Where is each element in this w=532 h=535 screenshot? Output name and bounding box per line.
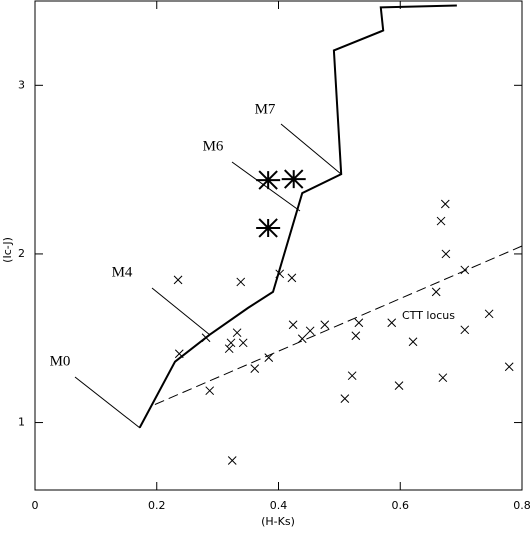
cross-point bbox=[238, 338, 248, 348]
cross-point bbox=[320, 320, 330, 330]
annotation-leader bbox=[151, 287, 211, 336]
asterisk-point bbox=[281, 169, 306, 189]
cross-point bbox=[297, 334, 307, 344]
y-tick-label: 1 bbox=[18, 416, 25, 429]
cross-point bbox=[232, 328, 242, 338]
annotation: M4 bbox=[112, 264, 133, 280]
cross-point bbox=[347, 371, 357, 381]
cross-point bbox=[173, 275, 183, 285]
cross-point bbox=[288, 320, 298, 330]
cross-point bbox=[408, 337, 418, 347]
cross-point bbox=[174, 349, 184, 359]
cross-point bbox=[250, 364, 260, 373]
cross-point bbox=[460, 265, 470, 275]
series-label: CTT locus bbox=[402, 309, 455, 322]
annotation: M7 bbox=[255, 101, 276, 117]
cross-point bbox=[394, 381, 404, 390]
cross-point bbox=[484, 309, 494, 319]
y-tick-label: 3 bbox=[18, 78, 25, 91]
cross-point bbox=[226, 338, 236, 348]
x-tick-label: 0.8 bbox=[513, 499, 531, 512]
asterisk-point bbox=[256, 218, 281, 238]
cross-point bbox=[287, 273, 297, 283]
y-tick-label: 2 bbox=[18, 247, 25, 260]
cross-point bbox=[236, 277, 246, 287]
cross-point bbox=[431, 287, 441, 297]
cross-point bbox=[224, 344, 234, 354]
cross-point bbox=[440, 199, 450, 209]
cross-point bbox=[436, 216, 446, 226]
annotation: M0 bbox=[50, 353, 71, 369]
x-tick-label: 0.4 bbox=[270, 499, 288, 512]
x-tick-label: 0.6 bbox=[392, 499, 410, 512]
cross-point bbox=[504, 362, 514, 372]
y-axis-label: (Ic-J) bbox=[1, 237, 14, 263]
dwarf-sequence-line bbox=[138, 4, 457, 429]
annotation-leader bbox=[74, 376, 141, 429]
annotation-leader bbox=[280, 123, 342, 175]
cross-point bbox=[351, 331, 361, 341]
cross-point bbox=[264, 353, 274, 362]
cross-point bbox=[201, 333, 211, 343]
cross-point bbox=[354, 318, 364, 328]
cross-point bbox=[340, 394, 350, 403]
ctt-locus-line bbox=[154, 245, 523, 405]
x-tick-label: 0.2 bbox=[148, 499, 166, 512]
cross-point bbox=[227, 456, 237, 465]
plot-frame bbox=[34, 0, 523, 491]
x-axis-label: (H-Ks) bbox=[261, 515, 295, 528]
annotation: M6 bbox=[203, 138, 224, 154]
asterisk-point bbox=[256, 170, 281, 190]
cross-point bbox=[387, 318, 397, 328]
cross-point bbox=[438, 373, 448, 383]
cross-point bbox=[275, 269, 285, 279]
cross-point bbox=[205, 386, 215, 396]
cross-point bbox=[305, 326, 315, 336]
annotation-leader bbox=[231, 161, 301, 212]
x-tick-label: 0 bbox=[32, 499, 39, 512]
cross-point bbox=[460, 325, 470, 335]
cross-point bbox=[441, 249, 451, 259]
